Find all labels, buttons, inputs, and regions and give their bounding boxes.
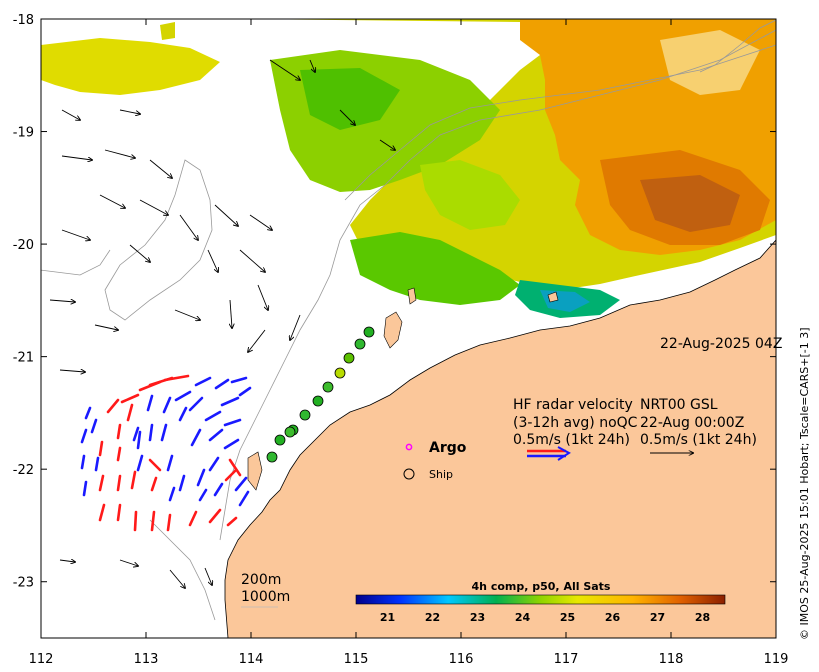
timestamp-label: 22-Aug-2025 04Z [660,336,782,352]
longitude-tick-label: 119 [764,652,789,667]
longitude-tick-label: 114 [239,652,264,667]
ship-position [354,338,366,350]
model-legend-line2: 22-Aug 00:00Z [640,415,744,431]
colorbar-tick-label: 24 [515,611,531,624]
latitude-tick-label: -21 [13,351,34,366]
longitude-tick-label: 112 [29,652,54,667]
map-frame [40,18,777,639]
colorbar-title: 4h comp, p50, All Sats [472,580,611,593]
ship-position [363,326,375,338]
latitude-tick-label: -18 [13,13,34,28]
longitude-ticks: 112 113 114 115 116 117 118 119 [29,652,789,667]
ship-position [266,451,278,463]
colorbar-tick-label: 21 [380,611,395,624]
colorbar-tick-label: 22 [425,611,440,624]
ship-position [312,395,324,407]
model-legend: NRT00 GSL 22-Aug 00:00Z 0.5m/s (1kt 24h) [640,397,757,453]
latitude-tick-label: -20 [13,238,34,253]
latitude-tick-label: -19 [13,126,34,141]
longitude-tick-label: 115 [344,652,369,667]
contour-label-200m: 200m [241,572,281,588]
longitude-tick-label: 113 [134,652,159,667]
tick-marks [40,18,777,638]
longitude-tick-label: 118 [659,652,684,667]
depth-contour-lines [41,19,776,621]
ship-marker-icon [403,468,415,480]
latitude-tick-label: -22 [13,463,34,478]
colorbar-gradient [355,594,726,605]
radar-legend-line2: (3-12h avg) noQC [513,415,638,431]
sst-field [41,19,776,318]
hf-radar-legend: HF radar velocity (3-12h avg) noQC 0.5m/… [513,397,638,461]
argo-marker-icon [405,443,413,451]
argo-label: Argo [429,440,467,456]
colorbar-tick-label: 25 [560,611,575,624]
radar-legend-line3: 0.5m/s (1kt 24h) [513,432,630,448]
colorbar-ticks: 21 22 23 24 25 26 27 28 [380,611,710,624]
ship-track [266,326,375,463]
ship-position [343,352,355,364]
islands [247,287,559,491]
colorbar-tick-label: 27 [650,611,665,624]
hf-radar-vectors [80,374,252,532]
colorbar-tick-label: 23 [470,611,485,624]
colorbar-tick-label: 28 [695,611,710,624]
model-legend-line3: 0.5m/s (1kt 24h) [640,432,757,448]
model-current-arrows [49,59,395,588]
colorbar-tick-label: 26 [605,611,621,624]
radar-legend-title: HF radar velocity [513,397,633,413]
latitude-ticks: -18 -19 -20 -21 -22 -23 [13,13,34,591]
australia-land [224,239,776,638]
ship-label: Ship [429,468,453,481]
ship-position [284,426,296,438]
platform-legend: Argo Ship [403,440,467,481]
contour-label-1000m: 1000m [241,589,290,605]
model-legend-title: NRT00 GSL [640,397,718,413]
ship-position [334,367,346,379]
longitude-tick-label: 117 [554,652,579,667]
ship-position [322,381,334,393]
ship-position [274,434,286,446]
sst-colorbar: 4h comp, p50, All Sats 21 22 23 24 25 26 27 28 [355,580,726,624]
credit-text: © IMOS 25-Aug-2025 15:01 Hobart; Tscale=… [798,327,811,640]
radar-scale-arrowhead [557,446,571,461]
ship-position [299,409,311,421]
longitude-tick-label: 116 [449,652,474,667]
latitude-tick-label: -23 [13,576,34,591]
